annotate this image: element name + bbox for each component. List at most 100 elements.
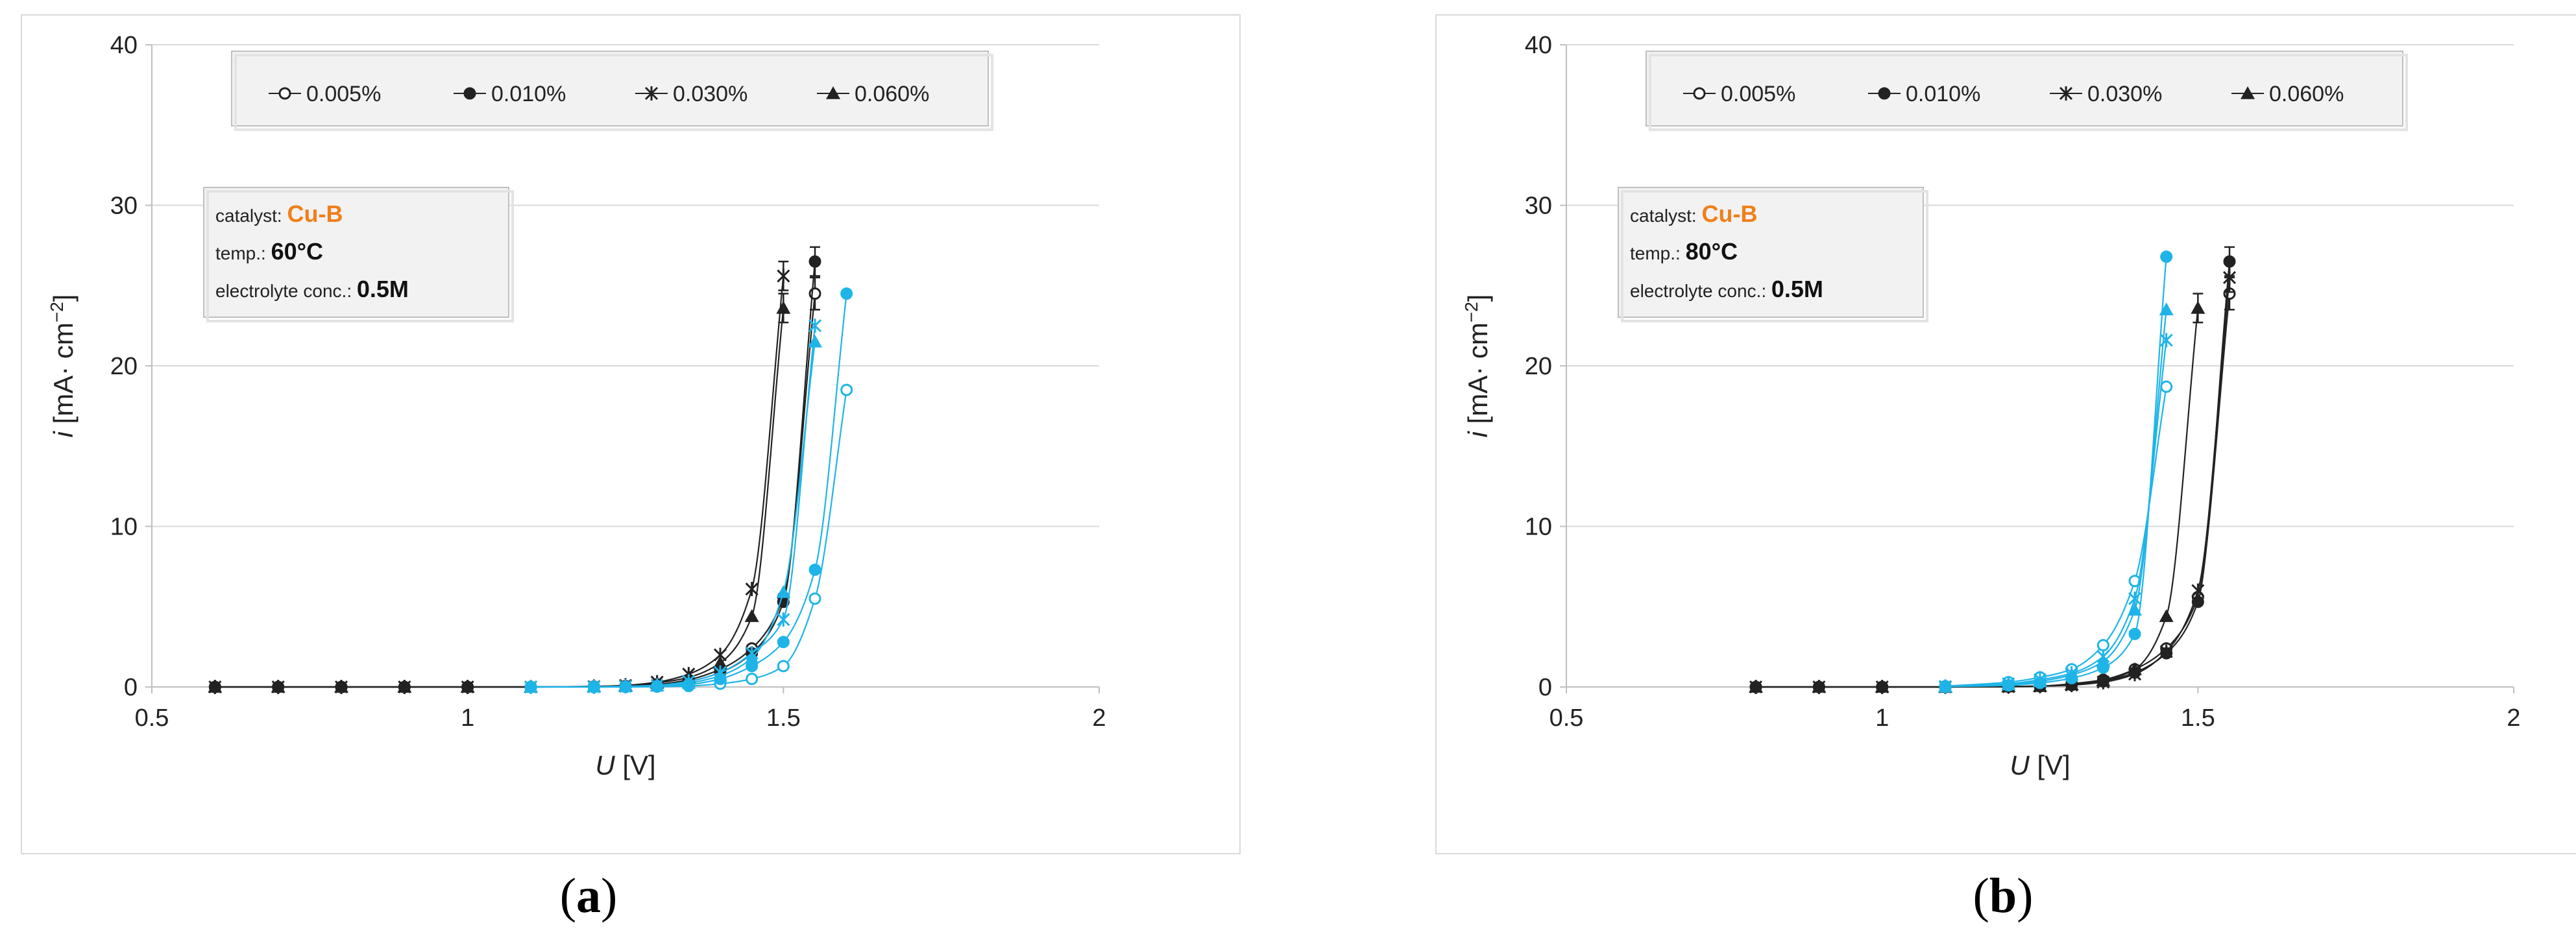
data-point [744, 651, 759, 664]
data-point [2159, 302, 2174, 316]
y-axis-label-end: ] [48, 295, 79, 302]
data-point [2191, 300, 2205, 314]
info-temp-label: temp.: [215, 243, 271, 263]
series-line [530, 326, 816, 688]
y-tick-label: 30 [110, 193, 138, 220]
series-2 [208, 260, 790, 694]
legend: 0.005% 0.010% 0.030% 0.060% [231, 51, 993, 131]
y-tick-label: 20 [110, 353, 138, 380]
x-axis-label-var: U [595, 750, 615, 780]
data-point [713, 655, 727, 669]
info-conc-value: 0.5M [1771, 276, 1823, 302]
x-tick-label: 1 [461, 704, 474, 732]
data-point [777, 612, 790, 627]
chart-a-svg: 0 10 20 30 40 0.5 1 1.5 2 U [V] i [mA· cm−2] 0.005%… [47, 32, 1106, 780]
y-tick-label: 30 [1525, 193, 1552, 220]
data-point [1749, 680, 1763, 693]
data-point [2096, 654, 2111, 667]
legend: 0.005% 0.010% 0.030% 0.060% [1646, 51, 2408, 131]
y-tick-label: 10 [110, 514, 138, 541]
data-point [713, 668, 727, 682]
data-point [1875, 680, 1889, 693]
data-point [618, 679, 633, 693]
legend-marker [463, 87, 476, 100]
info-conc: electrolyte conc.: 0.5M [215, 276, 409, 302]
y-tick-label: 40 [110, 32, 138, 59]
x-axis-label-var: U [2010, 750, 2030, 780]
info-catalyst: catalyst: Cu-B [1630, 200, 1757, 227]
info-box-shadow [206, 190, 514, 322]
legend-box [1646, 51, 2403, 126]
data-point [397, 680, 412, 693]
chart-panel-a: 0 10 20 30 40 0.5 1 1.5 2 U [V] i [mA· cm−2] 0.005%… [21, 14, 1241, 854]
x-tick-label: 1.5 [2181, 704, 2215, 732]
info-temp: temp.: 80°C [1630, 238, 1738, 265]
info-conc-label: electrolyte conc.: [215, 281, 357, 301]
info-box-rect [1618, 187, 1924, 318]
y-axis-label-var: i [48, 430, 79, 437]
caption-b-letter: b [1989, 869, 2017, 923]
x-tick-label: 0.5 [135, 704, 169, 732]
data-point [2128, 627, 2141, 640]
data-point [2096, 673, 2111, 686]
series-7 [524, 334, 822, 693]
info-conc-label: electrolyte conc.: [1630, 281, 1771, 301]
series-7 [1938, 302, 2174, 693]
legend-label: 0.060% [2269, 82, 2344, 106]
data-point [776, 584, 791, 598]
series-line [215, 261, 816, 688]
caption-a-letter: a [576, 869, 601, 923]
data-point [777, 636, 790, 649]
series-line [531, 389, 847, 688]
data-point [808, 319, 822, 333]
data-point [2191, 583, 2205, 598]
y-axis-label-unit: [mA· cm [1463, 322, 1493, 431]
series-5 [1939, 250, 2173, 693]
legend-marker [2059, 86, 2073, 101]
legend-label: 0.005% [1721, 82, 1795, 106]
data-point [334, 680, 348, 693]
series-6 [524, 319, 822, 694]
data-point [2064, 667, 2079, 681]
data-point [681, 675, 696, 689]
series-3 [208, 293, 791, 693]
y-tick-label: 40 [1525, 32, 1552, 59]
series-0 [1749, 276, 2236, 693]
legend-marker [1693, 87, 1706, 100]
series-line [1945, 256, 2167, 688]
data-point [840, 287, 853, 300]
series-line [1756, 307, 2199, 688]
data-point [840, 383, 853, 396]
data-point [777, 269, 790, 283]
caption-b: (b) [1973, 869, 2034, 923]
info-catalyst-value: Cu-B [287, 200, 343, 227]
info-temp-value: 80°C [1686, 238, 1738, 265]
data-point [776, 300, 791, 314]
legend-label: 0.030% [673, 82, 747, 106]
y-tick-label: 0 [1538, 674, 1552, 701]
series-line [1756, 277, 2231, 688]
data-point [808, 334, 822, 348]
info-conc: electrolyte conc.: 0.5M [1630, 276, 1823, 302]
series-line [1756, 261, 2231, 688]
data-point [2001, 677, 2016, 691]
data-point [2128, 603, 2142, 616]
x-tick-label: 1 [1875, 704, 1889, 732]
data-point [1812, 680, 1827, 693]
info-box: catalyst: Cu-B temp.: 80°C electrolyte con… [1618, 187, 1928, 322]
x-tick-label: 2 [1092, 704, 1106, 732]
info-catalyst-label: catalyst: [215, 206, 287, 226]
x-axis-label: U [V] [2010, 750, 2070, 780]
legend-marker [278, 87, 291, 100]
caption-a: (a) [559, 869, 618, 923]
series-line [1945, 386, 2167, 687]
legend-marker [1878, 87, 1891, 100]
y-axis-label-end: ] [1463, 295, 1493, 302]
data-point [2033, 674, 2047, 688]
series-line [215, 293, 816, 688]
info-temp-label: temp.: [1630, 243, 1686, 263]
legend-label: 0.010% [491, 82, 566, 106]
x-axis-label-unit: [V] [615, 750, 656, 780]
legend-shadow [234, 54, 993, 131]
y-tick-label: 20 [1525, 353, 1552, 380]
